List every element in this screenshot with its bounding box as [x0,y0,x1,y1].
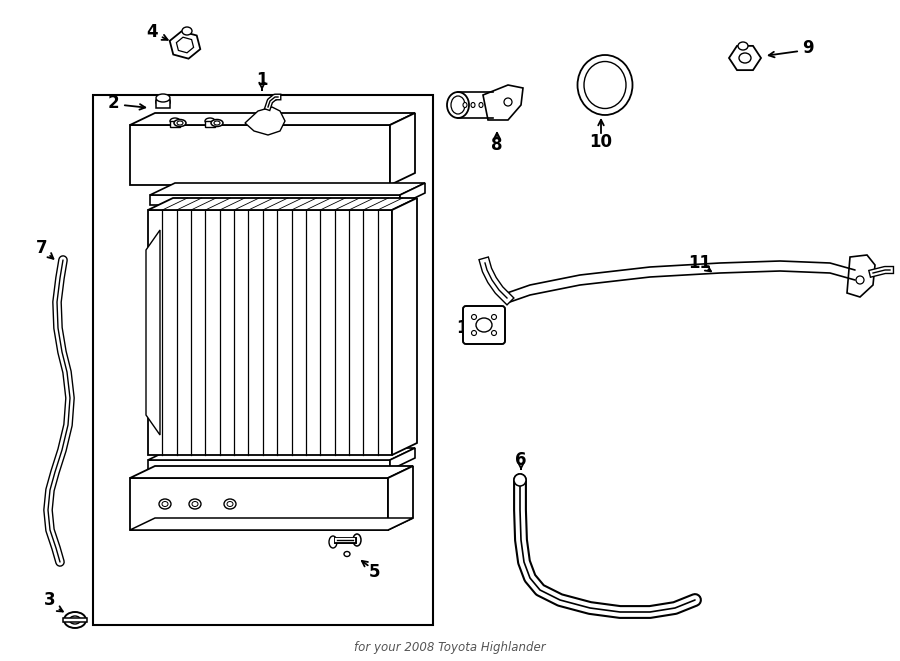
Text: 12: 12 [456,319,480,337]
Bar [170,121,180,127]
Polygon shape [150,183,425,195]
Ellipse shape [162,502,168,506]
Ellipse shape [451,96,465,114]
Text: 8: 8 [491,136,503,154]
Ellipse shape [344,551,350,557]
Ellipse shape [491,315,497,319]
Ellipse shape [192,502,198,506]
Ellipse shape [159,100,166,104]
Ellipse shape [463,102,467,108]
Polygon shape [148,460,390,470]
Ellipse shape [64,612,86,628]
Ellipse shape [472,315,476,319]
Ellipse shape [504,98,512,106]
Bar [93,95,433,625]
Text: 6: 6 [515,451,526,469]
Ellipse shape [224,499,236,509]
Ellipse shape [214,121,220,125]
Ellipse shape [189,499,201,509]
Ellipse shape [491,330,497,336]
Ellipse shape [156,94,170,102]
Ellipse shape [514,474,526,486]
Polygon shape [176,37,194,53]
Ellipse shape [174,120,186,126]
Polygon shape [130,125,390,185]
FancyBboxPatch shape [463,306,505,344]
Ellipse shape [479,102,483,108]
Polygon shape [150,195,400,205]
Polygon shape [170,31,201,59]
Text: 10: 10 [590,133,613,151]
Ellipse shape [472,330,476,336]
Ellipse shape [476,318,492,332]
Ellipse shape [227,502,233,506]
Polygon shape [130,466,413,478]
Ellipse shape [471,102,475,108]
Ellipse shape [170,118,180,124]
Ellipse shape [739,53,751,63]
Polygon shape [392,198,417,455]
Text: 11: 11 [688,254,712,272]
Polygon shape [390,448,415,470]
Ellipse shape [578,55,633,115]
Polygon shape [148,210,392,455]
Polygon shape [130,518,413,530]
Ellipse shape [584,61,626,108]
Polygon shape [130,113,415,125]
Polygon shape [388,466,413,530]
Text: 9: 9 [802,39,814,57]
Ellipse shape [156,97,170,107]
Ellipse shape [738,42,748,50]
Ellipse shape [353,534,361,546]
Ellipse shape [856,276,864,284]
Polygon shape [148,198,417,210]
Text: 5: 5 [369,563,381,581]
Text: 3: 3 [44,591,56,609]
Bar [63,618,87,622]
Polygon shape [483,85,523,120]
Ellipse shape [211,120,223,126]
Ellipse shape [447,92,469,118]
Ellipse shape [69,616,80,624]
Ellipse shape [329,536,337,548]
Ellipse shape [177,121,183,125]
Ellipse shape [159,499,171,509]
Ellipse shape [205,118,215,124]
Bar [205,121,215,127]
Polygon shape [390,113,415,185]
Ellipse shape [182,27,192,35]
Polygon shape [729,46,761,70]
Text: 7: 7 [36,239,48,257]
Ellipse shape [852,269,858,281]
Text: for your 2008 Toyota Highlander: for your 2008 Toyota Highlander [355,641,545,654]
Bar [156,100,170,108]
Polygon shape [148,448,415,460]
Polygon shape [245,107,285,135]
Text: 2: 2 [107,94,119,112]
Polygon shape [130,478,388,530]
Polygon shape [146,230,160,435]
Text: 4: 4 [146,23,158,41]
Text: 1: 1 [256,71,268,89]
Polygon shape [400,183,425,205]
Polygon shape [847,255,875,297]
